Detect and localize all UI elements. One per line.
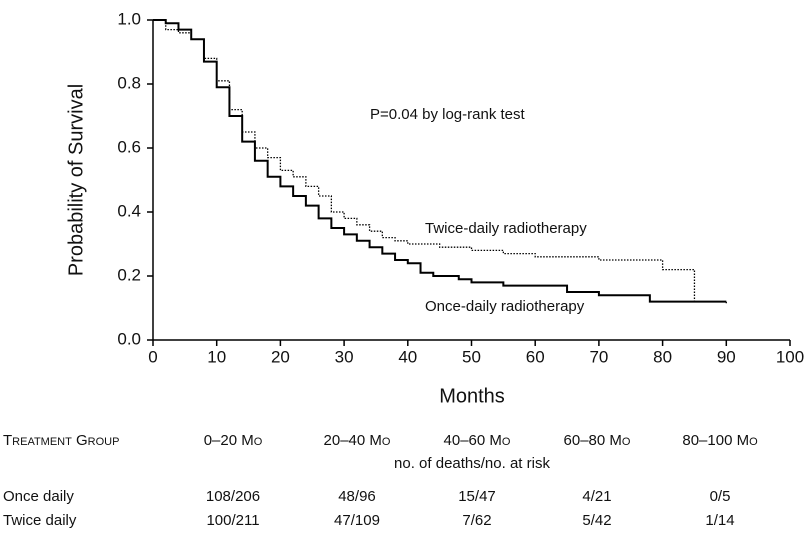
x-tick-label: 30 — [335, 347, 354, 366]
y-tick-label: 0.8 — [117, 73, 141, 92]
table-header-cell: Treatment Group — [3, 432, 119, 449]
annotation: P=0.04 by log-rank test — [370, 106, 526, 123]
table-cell: 15/47 — [458, 488, 496, 505]
x-tick-label: 20 — [271, 347, 290, 366]
x-tick-label: 50 — [462, 347, 481, 366]
table-header-cell: 80–100 Mo — [682, 432, 758, 449]
table-header-cell: 40–60 Mo — [444, 432, 511, 449]
table-cell: 47/109 — [334, 512, 380, 529]
survival-curve — [153, 19, 727, 305]
y-tick-label: 0.2 — [117, 265, 141, 284]
y-tick-label: 0.4 — [117, 201, 141, 220]
y-tick-label: 1.0 — [117, 9, 141, 28]
table-header-cell: 20–40 Mo — [324, 432, 391, 449]
x-tick-label: 60 — [526, 347, 545, 366]
x-tick-label: 0 — [148, 347, 157, 366]
table-cell: 48/96 — [338, 488, 376, 505]
table-cell: 1/14 — [705, 512, 734, 529]
table-cell: 0/5 — [710, 488, 731, 505]
table-header: Treatment Group — [3, 432, 119, 449]
table-header-cell: 0–20 Mo — [204, 432, 263, 449]
table-cell: Twice daily — [3, 512, 77, 529]
x-tick-label: 100 — [776, 347, 804, 366]
survival-curve — [153, 19, 727, 303]
x-tick-label: 70 — [589, 347, 608, 366]
table-subheader: no. of deaths/no. at risk — [394, 455, 550, 472]
table-cell: 7/62 — [462, 512, 491, 529]
y-tick-label: 0.0 — [117, 329, 141, 348]
table-cell: 5/42 — [582, 512, 611, 529]
y-tick-label: 0.6 — [117, 137, 141, 156]
x-tick-label: 90 — [717, 347, 736, 366]
table-cell: 4/21 — [582, 488, 611, 505]
table-cell: Once daily — [3, 488, 74, 505]
x-tick-label: 80 — [653, 347, 672, 366]
table-header-cell: 60–80 Mo — [564, 432, 631, 449]
series-label: Once-daily radiotherapy — [425, 298, 585, 315]
table-cell: 100/211 — [206, 512, 259, 529]
x-tick-label: 40 — [398, 347, 417, 366]
x-axis-title: Months — [439, 385, 505, 407]
series-label: Twice-daily radiotherapy — [425, 220, 587, 237]
x-tick-label: 10 — [207, 347, 226, 366]
table-cell: 108/206 — [206, 488, 260, 505]
y-axis-title: Probability of Survival — [65, 84, 87, 276]
